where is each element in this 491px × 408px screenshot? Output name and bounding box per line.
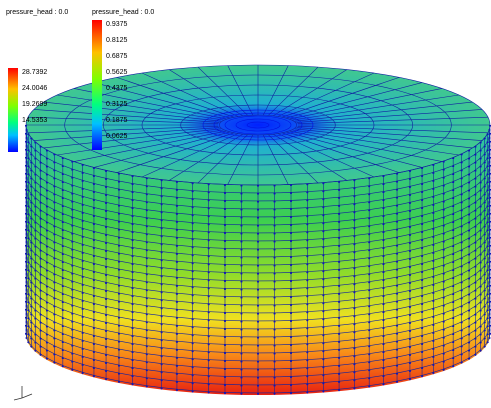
- mesh-edge: [282, 132, 400, 173]
- mesh-edge: [25, 196, 491, 258]
- mesh-edge: [25, 172, 491, 234]
- mesh-edge: [294, 128, 473, 149]
- mesh-edge: [25, 228, 491, 290]
- mesh-edge: [25, 300, 491, 362]
- mesh-edge: [296, 109, 483, 123]
- mesh-edge: [25, 244, 491, 306]
- legend-label: 0.5625: [106, 69, 128, 76]
- mesh-edge: [289, 88, 443, 120]
- mesh-edge: [25, 140, 491, 202]
- mesh-edge: [25, 164, 491, 226]
- mesh-edge: [224, 115, 292, 135]
- mesh-edge: [297, 116, 489, 124]
- mesh-edge: [277, 133, 375, 178]
- mesh-edge: [116, 77, 234, 118]
- mesh-edge: [169, 69, 243, 117]
- mesh-edge: [286, 82, 423, 119]
- mesh-edge: [141, 72, 239, 117]
- legend-label: 0.8125: [106, 37, 128, 44]
- mesh-edge: [43, 128, 222, 149]
- mesh-edge: [25, 324, 491, 386]
- mesh-edge: [25, 276, 491, 338]
- mesh-edge: [25, 268, 491, 330]
- mesh-edge: [25, 252, 491, 314]
- mesh-edge: [289, 130, 443, 162]
- mesh-edge: [294, 101, 473, 122]
- mesh-edge: [25, 180, 491, 242]
- mesh-edge: [292, 94, 459, 121]
- mesh-edge: [246, 121, 270, 129]
- mesh-edge: [25, 132, 491, 194]
- mesh-edge: [73, 130, 227, 162]
- mesh-edge: [286, 131, 423, 168]
- mesh-edge: [297, 126, 489, 134]
- mesh-edge: [25, 156, 491, 218]
- mesh-edge: [277, 72, 375, 117]
- mesh-edge: [197, 134, 248, 184]
- mesh-edge: [27, 116, 219, 124]
- mesh-edge: [25, 220, 491, 282]
- legend-label: 0.0625: [106, 133, 128, 140]
- legend-left: pressure_head : 0.0 28.7392 24.0046 19.269…: [6, 9, 68, 152]
- legend-label: 0.4375: [106, 85, 128, 92]
- mesh: [25, 64, 491, 395]
- legend-label: 19.2699: [22, 101, 47, 108]
- mesh-edge: [202, 109, 314, 141]
- mesh-edge: [273, 133, 347, 181]
- mesh-edge: [197, 66, 248, 116]
- mesh-edge: [169, 133, 243, 181]
- mesh-edge: [27, 126, 219, 134]
- mesh-edge: [25, 148, 491, 210]
- mesh-edge: [25, 260, 491, 322]
- mesh-edge: [25, 212, 491, 274]
- mesh-edge: [57, 94, 224, 121]
- mesh-edge: [25, 204, 491, 266]
- mesh-edge: [141, 133, 239, 178]
- mesh-edge: [213, 112, 303, 138]
- mesh-edge: [57, 129, 224, 156]
- mesh-edge: [25, 332, 491, 394]
- mesh-edge: [268, 66, 319, 116]
- mesh-edge: [25, 236, 491, 298]
- legend-label: 28.7392: [22, 69, 47, 76]
- mesh-edge: [273, 69, 347, 117]
- legend-label: 0.1875: [106, 117, 128, 124]
- mesh-edge: [262, 65, 289, 116]
- mesh-edge: [25, 308, 491, 370]
- mesh-edge: [262, 134, 289, 185]
- legend-label: 14.5353: [22, 117, 47, 124]
- mesh-edge: [292, 129, 459, 156]
- mesh-edge: [33, 109, 220, 123]
- axis-triad: [13, 386, 33, 401]
- legend-label: 0.6875: [106, 53, 128, 60]
- mesh-edge: [25, 292, 491, 354]
- legend-label: 0.9375: [106, 21, 128, 28]
- legend-label: 24.0046: [22, 85, 47, 92]
- color-bar: [92, 20, 102, 150]
- mesh-edge: [227, 134, 254, 185]
- mesh-edge: [25, 316, 491, 378]
- color-bar: [8, 68, 18, 152]
- mesh-edge: [25, 284, 491, 346]
- mesh-edge: [43, 101, 222, 122]
- mesh-edge: [227, 65, 254, 116]
- mesh-edge: [268, 134, 319, 184]
- legend-title: pressure_head : 0.0: [6, 9, 68, 16]
- mesh-edge: [235, 118, 281, 132]
- legend-right: pressure_head : 0.0 0.9375 0.8125 0.6875 0.…: [92, 9, 154, 150]
- mesh-edge: [93, 131, 230, 168]
- legend-label: 0.3125: [106, 101, 128, 108]
- mesh-edge: [93, 82, 230, 119]
- mesh-edge: [282, 77, 400, 118]
- legend-title: pressure_head : 0.0: [92, 9, 154, 16]
- mesh-edge: [25, 188, 491, 250]
- mesh-edge: [116, 132, 234, 173]
- mesh-edge: [296, 127, 483, 141]
- mesh-edge: [33, 127, 220, 141]
